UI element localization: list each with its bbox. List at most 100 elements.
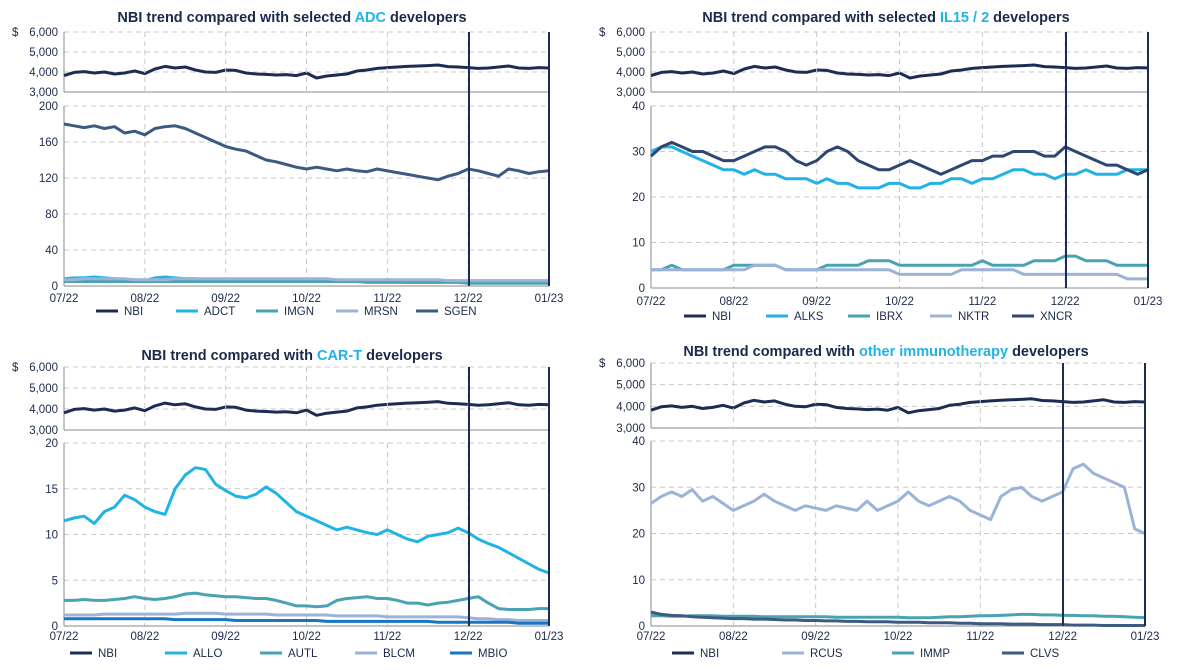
chart-panel-1: NBI trend compared with selected ADC dev… [12,10,563,318]
chart-panel-3: NBI trend compared with CAR-T developers… [12,348,563,660]
legend-label: IMGN [284,306,314,318]
nbi-y-tick-label: 3,000 [616,423,645,435]
nbi-y-tick-label: 5,000 [29,383,58,395]
y-tick-label: 40 [632,101,645,113]
nbi-y-tick-label: 5,000 [616,47,645,59]
y-tick-label: 120 [39,173,58,185]
legend-label: NBI [712,311,731,323]
y-tick-label: 0 [52,621,58,633]
legend-item-mrsn: MRSN [336,306,398,318]
nbi-y-tick-label: 6,000 [29,362,58,374]
x-tick-label: 01/23 [1134,296,1163,308]
legend-label: ADCT [204,306,235,318]
nbi-y-tick-label: 5,000 [29,47,58,59]
legend-label: IMMP [920,648,950,660]
x-tick-label: 11/22 [968,296,996,308]
chart-title: NBI trend compared with CAR-T developers [141,348,442,364]
y-tick-label: 0 [639,283,645,295]
x-tick-label: 07/22 [637,631,666,643]
title-suffix: developers [386,10,467,26]
y-tick-label: 20 [632,192,645,204]
legend-label: NKTR [958,311,989,323]
nbi-y-tick-label: 3,000 [616,87,645,99]
y-tick-label: 200 [39,101,58,113]
legend-item-imgn: IMGN [256,306,314,318]
nbi-y-tick-label: 6,000 [616,27,645,39]
legend-item-sgen: SGEN [416,306,477,318]
legend-label: NBI [98,648,117,660]
x-tick-label: 08/22 [130,293,159,305]
legend-item-xncr: XNCR [1012,311,1073,323]
x-tick-label: 07/22 [50,293,79,305]
x-tick-label: 01/23 [535,293,564,305]
y-tick-label: 30 [632,482,645,494]
legend-label: NBI [124,306,143,318]
legend-label: AUTL [288,648,318,660]
y-tick-label: 10 [632,575,645,587]
legend-item-alks: ALKS [766,311,824,323]
x-tick-label: 01/23 [1131,631,1160,643]
chart-title: NBI trend compared with selected ADC dev… [117,10,466,26]
legend-item-adct: ADCT [176,306,235,318]
legend-item-nktr: NKTR [930,311,989,323]
nbi-currency-label: $ [12,27,19,39]
chart-panel-2: NBI trend compared with selected IL15 / … [599,10,1162,323]
x-tick-label: 11/22 [373,631,401,643]
y-tick-label: 15 [45,484,58,496]
title-suffix: developers [989,10,1070,26]
x-tick-label: 08/22 [719,296,748,308]
legend-item-nbi: NBI [672,648,719,660]
x-tick-label: 12/22 [454,631,483,643]
y-tick-label: 40 [632,436,645,448]
x-tick-label: 12/22 [1048,631,1077,643]
nbi-y-tick-label: 4,000 [616,67,645,79]
legend-label: IBRX [876,311,903,323]
title-highlight: CAR-T [317,348,362,364]
x-tick-label: 09/22 [801,631,830,643]
title-highlight: ADC [355,10,387,26]
x-tick-label: 10/22 [292,293,321,305]
legend-item-allo: ALLO [165,648,222,660]
x-tick-label: 09/22 [802,296,831,308]
legend-item-nbi: NBI [70,648,117,660]
chart-title: NBI trend compared with selected IL15 / … [702,10,1069,26]
nbi-currency-label: $ [12,362,19,374]
legend-item-autl: AUTL [260,648,318,660]
y-tick-label: 160 [39,137,58,149]
legend-item-mbio: MBIO [450,648,507,660]
title-suffix: developers [362,348,443,364]
x-tick-label: 08/22 [719,631,748,643]
title-highlight: other immunotherapy [859,344,1008,360]
legend-item-blcm: BLCM [355,648,415,660]
nbi-y-tick-label: 4,000 [29,67,58,79]
legend-item-immp: IMMP [892,648,950,660]
legend-label: BLCM [383,648,415,660]
x-tick-label: 11/22 [373,293,401,305]
legend-label: RCUS [810,648,843,660]
legend-label: CLVS [1030,648,1060,660]
nbi-currency-label: $ [599,27,606,39]
y-tick-label: 5 [52,575,58,587]
x-tick-label: 10/22 [884,631,913,643]
legend-label: MBIO [478,648,507,660]
title-highlight: IL15 / 2 [940,10,989,26]
legend-label: ALLO [193,648,222,660]
y-tick-label: 20 [45,438,58,450]
y-tick-label: 0 [639,621,645,633]
y-tick-label: 0 [52,281,58,293]
legend-item-clvs: CLVS [1002,648,1060,660]
title-prefix: NBI trend compared with selected [117,10,354,26]
title-prefix: NBI trend compared with [683,344,859,360]
x-tick-label: 07/22 [50,631,79,643]
legend-label: XNCR [1040,311,1073,323]
nbi-y-tick-label: 5,000 [616,380,645,392]
chart-title: NBI trend compared with other immunother… [683,344,1088,360]
x-tick-label: 10/22 [885,296,914,308]
nbi-y-tick-label: 6,000 [29,27,58,39]
x-tick-label: 09/22 [211,293,240,305]
title-prefix: NBI trend compared with [141,348,317,364]
nbi-y-tick-label: 3,000 [29,425,58,437]
x-tick-label: 01/23 [535,631,564,643]
x-tick-label: 07/22 [637,296,666,308]
legend-label: SGEN [444,306,477,318]
